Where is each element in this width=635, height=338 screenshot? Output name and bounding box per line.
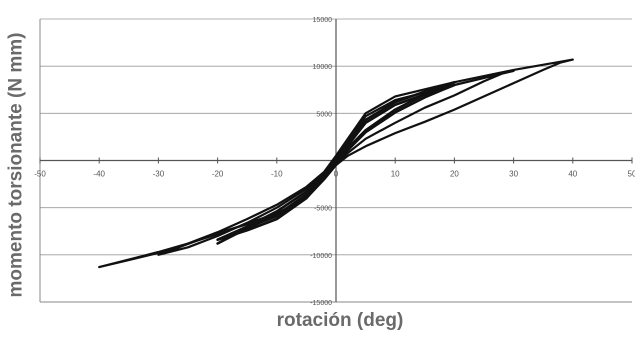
y-tick-label: -5000 xyxy=(314,206,332,213)
x-tick-label: -30 xyxy=(153,170,165,179)
x-tick-label: -50 xyxy=(34,170,46,179)
hysteresis-loop-4 xyxy=(216,83,456,241)
hysteresis-loop-1 xyxy=(98,58,574,269)
y-tick-label: 10000 xyxy=(313,64,333,71)
series-group xyxy=(98,58,574,269)
y-tick-label: -15000 xyxy=(310,300,332,307)
y-tick-label: 15000 xyxy=(313,17,333,24)
x-tick-label: 10 xyxy=(391,170,400,179)
y-tick-label: 5000 xyxy=(316,111,332,118)
tick-labels: -50 -40 -30 -20 -10 0 10 20 30 40 50 15000 10000 5000… xyxy=(34,17,635,307)
x-tick-label: 30 xyxy=(509,170,518,179)
x-tick-label: 0 xyxy=(334,170,339,179)
x-tick-label: 50 xyxy=(628,170,635,179)
y-tick-label: -10000 xyxy=(310,253,332,260)
x-axis-title: rotación (deg) xyxy=(276,310,404,331)
x-tick-label: 20 xyxy=(450,170,459,179)
x-tick-label: 40 xyxy=(568,170,577,179)
x-tick-label: -10 xyxy=(271,170,283,179)
x-tick-label: -20 xyxy=(212,170,224,179)
x-tick-label: -40 xyxy=(93,170,105,179)
